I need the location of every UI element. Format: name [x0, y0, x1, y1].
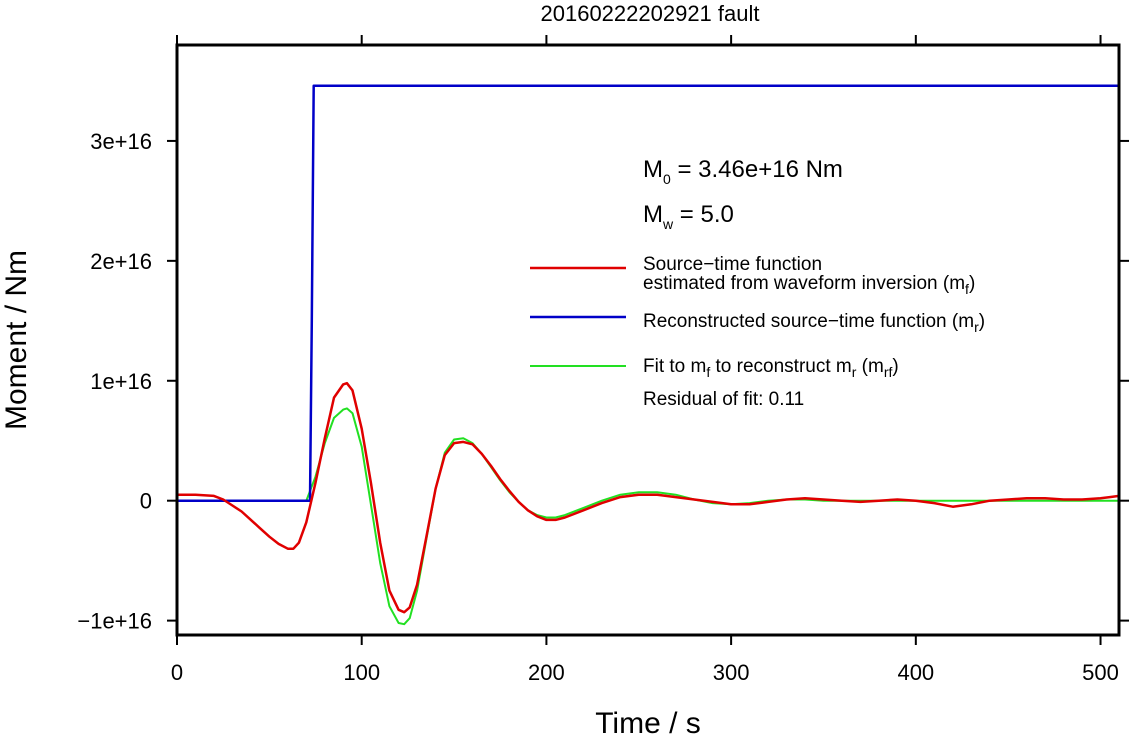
series-reconstructed: [177, 84, 1119, 502]
legend-label-reconstructed: Reconstructed source−time function (mr): [643, 311, 985, 335]
y-tick-label: 0: [140, 489, 152, 514]
legend-label-source-time-line2: estimated from waveform inversion (mf): [643, 273, 975, 297]
seismic-moment-annotation: M0 = 3.46e+16 Nm: [643, 156, 843, 187]
plot-frame: [175, 43, 1121, 637]
x-tick-label: 100: [343, 660, 380, 685]
x-axis: 0 100 200 300 400 500: [171, 35, 1119, 685]
legend-label-source-time-line1: Source−time function: [643, 254, 822, 275]
y-axis-label: Moment / Nm: [0, 250, 33, 430]
x-tick-label: 500: [1082, 660, 1119, 685]
y-tick-label: −1e+16: [77, 609, 152, 634]
y-tick-label: 2e+16: [90, 249, 152, 274]
y-tick-label: 1e+16: [90, 369, 152, 394]
x-tick-label: 400: [897, 660, 934, 685]
x-axis-label: Time / s: [595, 707, 701, 736]
chart-title: 20160222202921 fault: [541, 1, 760, 26]
legend-label-fit: Fit to mf to reconstruct mr (mrf): [643, 356, 899, 380]
residual-annotation: Residual of fit: 0.11: [643, 389, 804, 410]
x-tick-label: 0: [171, 660, 183, 685]
series-fit: [177, 407, 1119, 626]
y-axis: −1e+16 0 1e+16 2e+16 3e+16: [77, 129, 1129, 634]
moment-magnitude-annotation: Mw = 5.0: [643, 201, 734, 232]
y-tick-label: 3e+16: [90, 129, 152, 154]
legend: Source−time function estimated from wave…: [530, 254, 985, 410]
x-tick-label: 300: [713, 660, 750, 685]
series-layer: [177, 84, 1120, 626]
x-tick-label: 200: [528, 660, 565, 685]
series-source-time: [177, 381, 1120, 614]
